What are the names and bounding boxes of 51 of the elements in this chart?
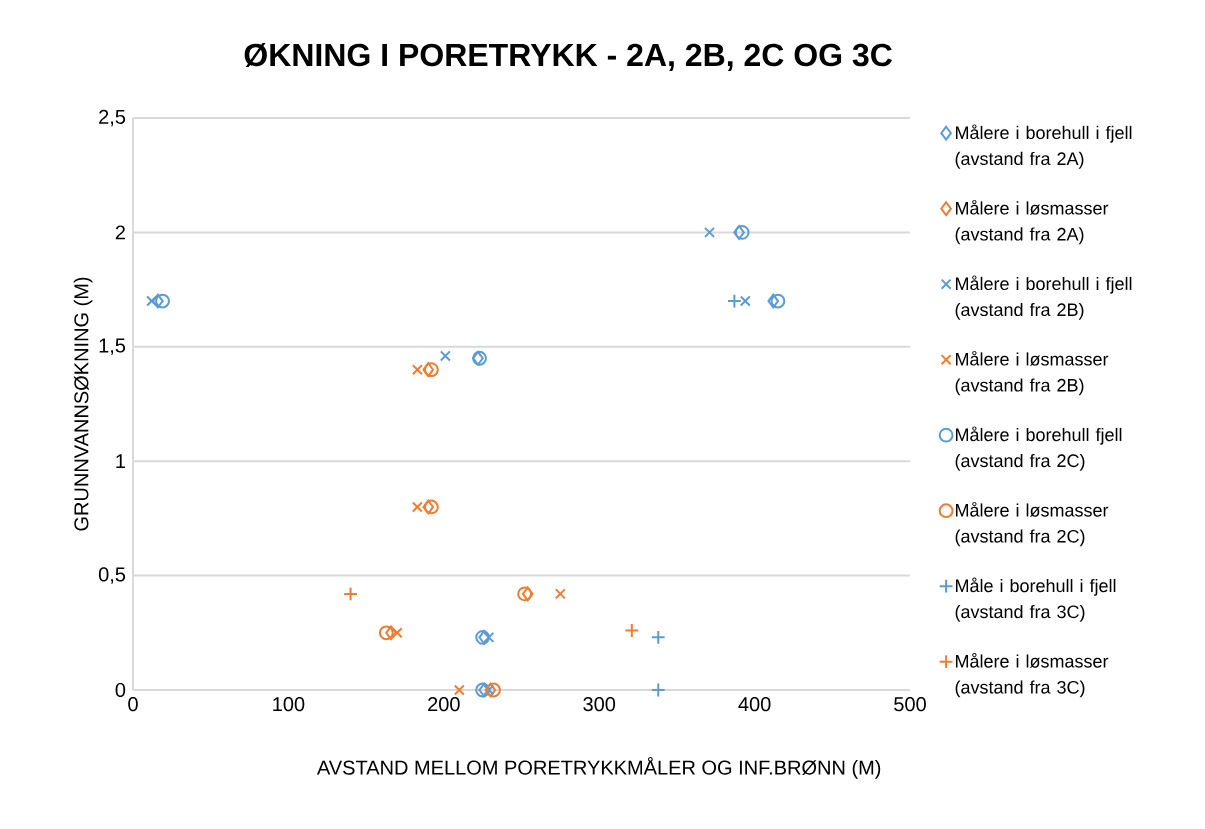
y-tick-label: 0 [115,682,126,698]
point [770,293,786,309]
legend-label: Målere i løsmasser (avstand fra 2B) [955,350,1109,396]
point [486,682,501,698]
y-axis-title: GRUNNVANNSØKNING (M) [73,277,93,531]
y-tick-label: 1 [116,454,125,469]
point [704,226,716,238]
legend-label: Måle i borehull i fjell (avstand fra 3C) [955,577,1116,622]
y-tick-label: 2 [115,225,125,240]
y-tick-label: 2,5 [99,109,126,127]
x-tick-label: 500 [894,697,926,712]
point [152,293,164,309]
point [650,629,666,645]
legend-label: Målere i løsmasser (avstand fra 2C) [955,501,1109,547]
point [422,499,435,515]
point [155,293,170,309]
y-tick-label: 0,5 [98,567,126,584]
point [554,588,566,600]
x-tick-label: 0 [128,697,138,712]
point [411,501,423,513]
legend-label: Målere i løsmasser (avstand fra 3C) [955,652,1109,698]
point [650,682,666,698]
legend-label: Målere i borehull i fjell (avstand fra 2A) [955,124,1132,169]
point [343,586,358,602]
x-tick-label: 400 [738,697,771,712]
point [483,631,495,643]
legend-label: Målere i løsmasser (avstand fra 2A) [955,199,1109,245]
point [521,586,534,602]
chart-title: ØKNING I PORETRYKK - 2A, 2B, 2C OG 3C [244,42,892,71]
x-tick-label: 300 [583,697,616,712]
legend-label: Målere i borehull fjell (avstand fra 2C) [955,426,1122,471]
point [739,295,751,307]
point [453,684,465,696]
point [624,623,640,638]
point [733,224,745,240]
point [767,293,780,309]
point [411,364,423,376]
point [385,625,397,641]
point [517,586,533,602]
x-tick-label: 200 [428,697,460,712]
x-tick-label: 100 [273,697,305,712]
point [727,293,742,309]
point [423,362,439,378]
point [422,362,435,378]
legend-label: Målere i borehull i fjell (avstand fra 2B) [955,275,1132,320]
x-axis-title: AVSTAND MELLOM PORETRYKKMÅLER OG INF.BRØNN (M) [316,757,881,779]
point [439,350,451,362]
point [378,625,394,641]
y-tick-label: 1,5 [99,338,126,355]
point [734,224,750,240]
point [423,499,439,515]
